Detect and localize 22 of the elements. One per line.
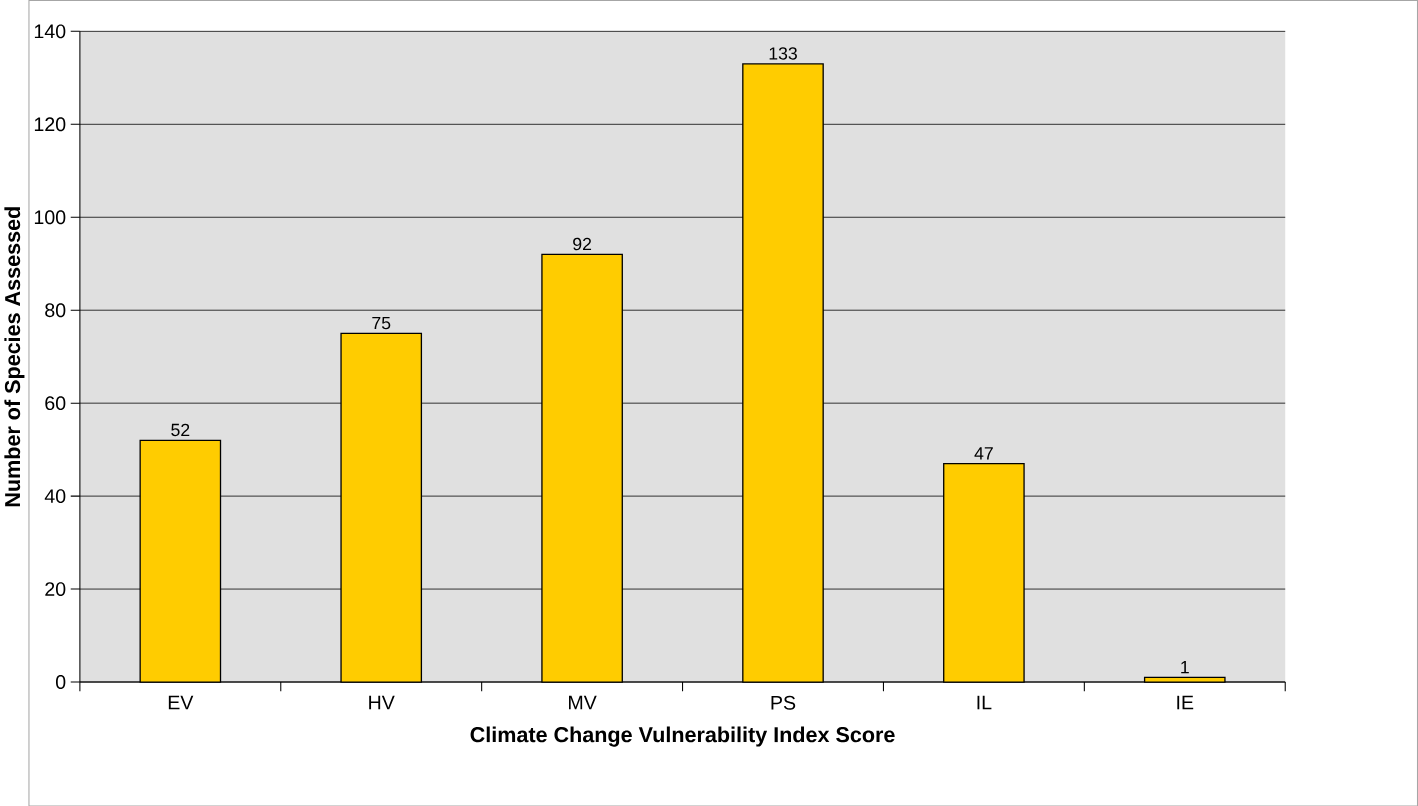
- x-tick-label: IL: [977, 695, 992, 710]
- y-tick-label: 80: [45, 303, 66, 317]
- data-label: 52: [171, 423, 190, 436]
- y-tick-label: 140: [34, 24, 66, 39]
- y-tick-label: 60: [45, 395, 66, 410]
- data-label: 1: [1181, 660, 1189, 673]
- y-tick-label: 120: [34, 117, 66, 131]
- y-tick-label: 0: [55, 674, 66, 689]
- x-tick-label: PS: [771, 695, 796, 710]
- y-tick-label: 100: [34, 210, 66, 224]
- data-label: 47: [974, 447, 993, 460]
- x-axis-title: Climate Change Vulnerability Index Score: [470, 726, 895, 747]
- x-tick-label: HV: [369, 695, 395, 710]
- x-tick-label: EV: [168, 695, 194, 710]
- data-label: 92: [573, 237, 592, 251]
- data-label: 133: [769, 46, 797, 60]
- x-tick-label: IE: [1177, 695, 1194, 710]
- x-tick-label: MV: [569, 695, 597, 710]
- y-tick-label: 40: [44, 488, 66, 503]
- data-label: 75: [372, 316, 391, 330]
- y-tick-label: 20: [45, 581, 66, 596]
- y-axis-title: Number of Species Assessed: [4, 206, 25, 506]
